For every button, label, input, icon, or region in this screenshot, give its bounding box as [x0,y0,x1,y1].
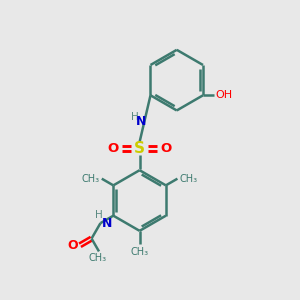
Text: O: O [67,239,78,252]
Text: N: N [102,217,112,230]
Text: O: O [108,142,119,155]
Text: H: H [131,112,139,122]
Text: CH₃: CH₃ [180,174,198,184]
Text: OH: OH [216,90,233,100]
Text: CH₃: CH₃ [81,174,99,184]
Text: O: O [160,142,171,155]
Text: S: S [134,141,145,156]
Text: CH₃: CH₃ [130,247,149,256]
Text: CH₃: CH₃ [88,253,106,263]
Text: N: N [135,115,146,128]
Text: H: H [95,209,103,220]
